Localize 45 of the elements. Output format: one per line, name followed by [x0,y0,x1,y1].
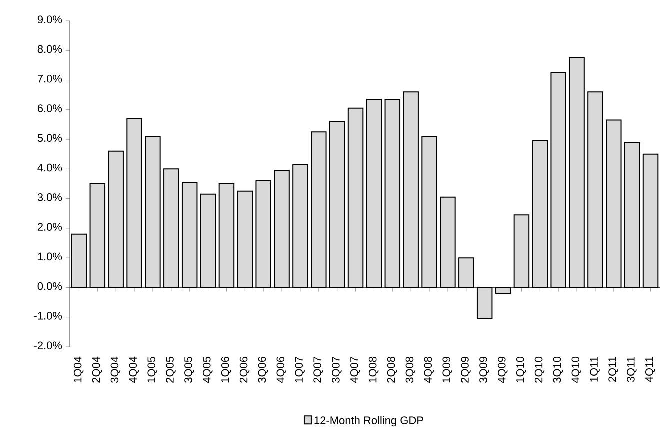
y-tick-label: 0.0% [38,282,62,290]
x-tick-label: 1Q06 [221,357,232,383]
x-tick-label: 2Q08 [387,357,398,383]
x-tick-label: 2Q04 [92,356,102,383]
x-tick-label: 3Q11 [627,357,637,382]
x-tick-label: 3Q08 [406,357,416,384]
x-tick-label: 2Q06 [240,357,250,383]
y-tick-label: 4.0% [38,164,62,172]
x-tick-label: 4Q07 [350,357,360,384]
x-tick-label: 3Q07 [332,357,342,384]
x-tick-label: 1Q05 [148,356,158,383]
y-tick-label: 3.0% [38,194,62,202]
x-tick-label: 4Q06 [276,357,287,384]
x-tick-label: 2Q05 [166,356,176,383]
x-tick-label: 3Q05 [184,356,194,384]
x-tick-label: 4Q08 [424,357,434,384]
x-tick-label: 4Q05 [203,356,213,384]
x-tick-label: 3Q09 [480,357,490,384]
x-tick-label: 3Q04 [110,356,121,384]
x-tick-label: 2Q07 [314,357,324,383]
y-tick-label: 7.0% [38,75,62,83]
y-tick-label: 5.0% [38,134,62,142]
y-tick-label: -1.0% [34,312,62,320]
x-tick-label: 1Q04 [74,356,84,383]
x-tick-label: 4Q10 [572,356,582,384]
y-tick-label: -2.0% [34,342,62,350]
x-tick-label: 4Q11 [646,357,656,382]
y-tick-label: 8.0% [38,45,62,54]
x-tick-label: 4Q09 [498,357,508,384]
x-tick-label: 2Q11 [608,357,618,382]
x-tick-label: 1Q08 [368,357,379,383]
x-tick-label: 1Q10 [516,356,526,383]
x-tick-label: 3Q10 [553,356,564,384]
legend-label: 12-Month Rolling GDP [314,416,424,427]
y-tick-label: 9.0% [38,16,62,24]
x-tick-label: 3Q06 [258,357,268,384]
x-tick-label: 1Q07 [295,357,305,383]
y-tick-label: 6.0% [38,104,62,112]
x-tick-label: 1Q09 [442,357,452,383]
x-tick-label: 1Q11 [590,357,600,382]
x-tick-label: 2Q09 [461,357,471,383]
x-tick-label: 4Q04 [129,356,140,384]
x-tick-label: 2Q10 [534,356,545,383]
y-tick-label: 2.0% [38,223,62,231]
y-tick-label: 1.0% [38,252,62,261]
